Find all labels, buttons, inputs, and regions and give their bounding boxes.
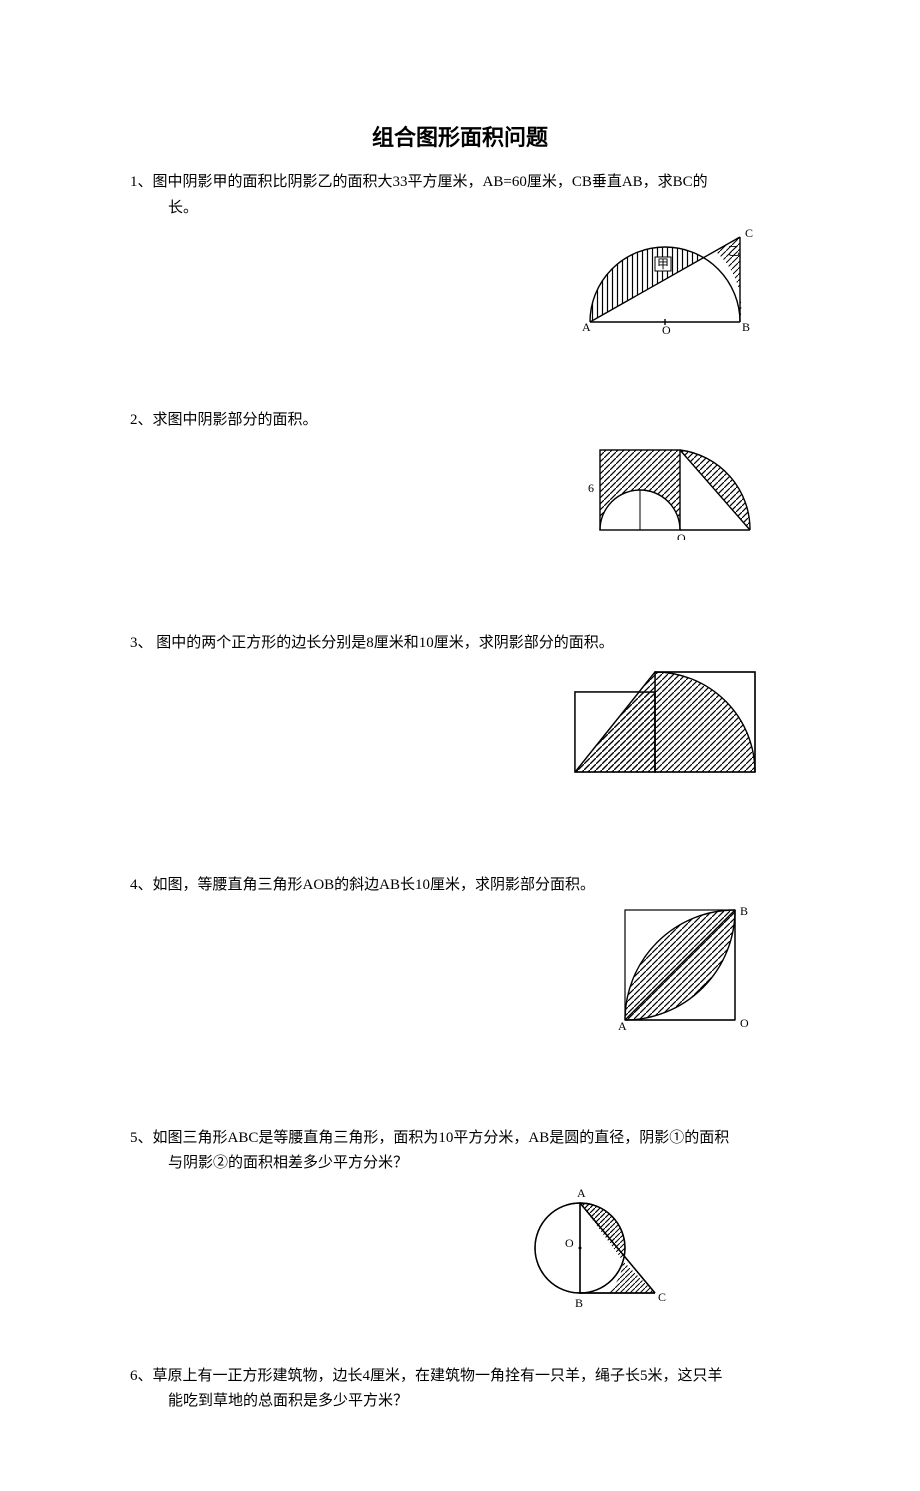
problem-2: 2、求图中阴影部分的面积。	[130, 408, 790, 545]
problem-4-line1: 如图，等腰直角三角形AOB的斜边AB长10厘米，求阴影部分面积。	[153, 877, 596, 893]
problem-5-line1: 如图三角形ABC是等腰直角三角形，面积为10平方分米，AB是圆的直径，阴影①的面…	[153, 1130, 730, 1146]
problem-6-num: 6、	[130, 1368, 153, 1384]
svg-text:B: B	[740, 905, 748, 918]
fig3-svg	[560, 662, 760, 782]
problem-1-line1: 图中阴影甲的面积比阴影乙的面积大33平方厘米，AB=60厘米，CB垂直AB，求B…	[153, 174, 708, 190]
svg-text:O: O	[740, 1016, 749, 1030]
problem-2-num: 2、	[130, 412, 153, 428]
svg-text:6: 6	[588, 481, 594, 495]
svg-text:A: A	[618, 1019, 627, 1033]
svg-text:A: A	[577, 1186, 586, 1200]
problem-3-line1: 图中的两个正方形的边长分别是8厘米和10厘米，求阴影部分的面积。	[153, 635, 614, 651]
problem-6: 6、草原上有一正方形建筑物，边长4厘米，在建筑物一角拴有一只羊，绳子长5米，这只…	[130, 1364, 790, 1415]
fig4-svg: A O B	[610, 905, 760, 1035]
svg-text:C: C	[745, 227, 753, 240]
svg-text:甲: 甲	[657, 257, 669, 271]
svg-text:B: B	[742, 320, 750, 334]
gap	[130, 561, 790, 631]
problem-2-figure: 6 O	[130, 440, 790, 545]
problem-5-line2: 与阴影②的面积相差多少平方分米？	[130, 1151, 790, 1177]
svg-text:乙: 乙	[728, 244, 740, 258]
svg-text:A: A	[582, 320, 591, 334]
problem-6-line1: 草原上有一正方形建筑物，边长4厘米，在建筑物一角拴有一只羊，绳子长5米，这只羊	[153, 1368, 723, 1384]
problem-5: 5、如图三角形ABC是等腰直角三角形，面积为10平方分米，AB是圆的直径，阴影①…	[130, 1126, 790, 1318]
gap	[130, 1056, 790, 1126]
problem-5-text: 5、如图三角形ABC是等腰直角三角形，面积为10平方分米，AB是圆的直径，阴影①…	[130, 1126, 790, 1177]
problem-4-num: 4、	[130, 877, 153, 893]
problem-4-text: 4、如图，等腰直角三角形AOB的斜边AB长10厘米，求阴影部分面积。	[130, 873, 790, 899]
problem-1-figure: 甲 乙 A B C O	[130, 227, 790, 342]
problem-1-num: 1、	[130, 174, 153, 190]
gap	[130, 803, 790, 873]
problem-2-line1: 求图中阴影部分的面积。	[153, 412, 318, 428]
problem-6-line2: 能吃到草地的总面积是多少平方米？	[130, 1389, 790, 1415]
fig1-svg: 甲 乙 A B C O	[570, 227, 760, 337]
gap	[130, 1334, 790, 1364]
problem-3: 3、 图中的两个正方形的边长分别是8厘米和10厘米，求阴影部分的面积。	[130, 631, 790, 788]
fig2-svg: 6 O	[580, 440, 760, 540]
problem-6-text: 6、草原上有一正方形建筑物，边长4厘米，在建筑物一角拴有一只羊，绳子长5米，这只…	[130, 1364, 790, 1415]
problem-4: 4、如图，等腰直角三角形AOB的斜边AB长10厘米，求阴影部分面积。 A	[130, 873, 790, 1040]
svg-text:O: O	[677, 531, 686, 540]
svg-text:C: C	[658, 1290, 666, 1304]
fig5-svg: A B C O	[525, 1183, 675, 1313]
problem-1-line2: 长。	[130, 196, 790, 222]
problem-5-figure: A B C O	[130, 1183, 790, 1318]
problem-5-num: 5、	[130, 1130, 153, 1146]
page-title: 组合图形面积问题	[130, 120, 790, 152]
problem-3-text: 3、 图中的两个正方形的边长分别是8厘米和10厘米，求阴影部分的面积。	[130, 631, 790, 657]
problem-3-num: 3、	[130, 635, 153, 651]
problem-2-text: 2、求图中阴影部分的面积。	[130, 408, 790, 434]
problem-1-text: 1、图中阴影甲的面积比阴影乙的面积大33平方厘米，AB=60厘米，CB垂直AB，…	[130, 170, 790, 221]
svg-text:O: O	[662, 323, 671, 337]
page: 组合图形面积问题 1、图中阴影甲的面积比阴影乙的面积大33平方厘米，AB=60厘…	[0, 0, 920, 1491]
problem-4-figure: A O B	[130, 905, 790, 1040]
problem-1: 1、图中阴影甲的面积比阴影乙的面积大33平方厘米，AB=60厘米，CB垂直AB，…	[130, 170, 790, 342]
problem-3-figure	[130, 662, 790, 787]
svg-text:O: O	[565, 1236, 574, 1250]
svg-text:B: B	[575, 1296, 583, 1310]
gap	[130, 358, 790, 408]
